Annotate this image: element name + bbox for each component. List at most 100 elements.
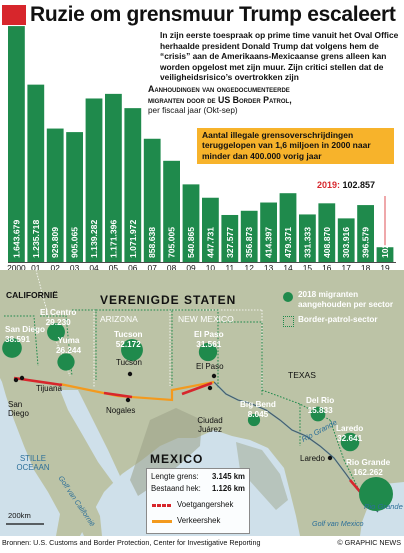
map-label-gulf-mexico: Golf van Mexico <box>312 519 364 528</box>
headline: Ruzie om grensmuur Trump escaleert <box>30 3 396 26</box>
sector-name: Tucson <box>114 330 143 339</box>
x-tick-label: 01 <box>31 263 41 272</box>
bar-05 <box>105 93 122 263</box>
map-label-pacific: STILLE OCEAAN <box>16 454 50 472</box>
map-label-new-mexico: NEW MEXICO <box>178 314 234 324</box>
x-tick-label: 09 <box>186 263 196 272</box>
chart-subtitle-line3: per fiscaal jaar (Okt-sep) <box>148 106 238 115</box>
sector-el-centro: El Centro 29.230 <box>40 308 76 327</box>
x-tick-label: 18 <box>361 263 371 272</box>
sector-tucson: Tucson 52.172 <box>114 330 143 349</box>
bar-value-label: 356.873 <box>244 227 254 258</box>
key-migrants: 2018 migranten aangehouden per sector <box>282 290 400 309</box>
callout: Aantal illegale grensoverschrijdingen te… <box>197 128 394 165</box>
sector-value: 162.262 <box>353 467 383 477</box>
legend-length-value: 3.145 km <box>212 472 245 481</box>
sector-value: 52.172 <box>115 339 141 349</box>
bar-19 <box>376 247 394 262</box>
bar-value-label: 540.865 <box>186 227 196 258</box>
vehicle-fence-swatch <box>152 520 172 523</box>
x-tick-label: 04 <box>89 263 99 272</box>
x-tick-label: 08 <box>167 263 177 272</box>
city-dot-el-paso <box>211 373 217 379</box>
city-dot-nogales <box>125 397 131 403</box>
vehicle-fence <box>59 380 215 402</box>
sector-el-paso: El Paso 31.561 <box>194 330 224 349</box>
bar-value-label: 905.065 <box>70 227 80 258</box>
x-tick-label: 13 <box>264 263 274 272</box>
sector-circle-laredo <box>340 432 360 452</box>
bar-value-label: 331.333 <box>302 227 312 258</box>
source-note: Bronnen: U.S. Customs and Border Protect… <box>2 538 261 547</box>
sector-laredo: Laredo 32.641 <box>336 424 363 443</box>
city-label-tucson: Tucson <box>116 358 142 367</box>
city-dot-tijuana <box>19 375 25 381</box>
bar-08 <box>163 160 180 262</box>
map-label-rio-grande-2: Rio Grande <box>364 502 403 511</box>
map-land <box>0 270 404 536</box>
bar-value-label: 1.071.972 <box>128 220 138 258</box>
key-sector-label: Border-patrol-sector <box>298 315 378 325</box>
sector-value: 26.244 <box>56 345 82 355</box>
bar-17 <box>337 218 355 262</box>
city-dot-laredo <box>327 455 333 461</box>
sector-name: El Centro <box>40 308 77 317</box>
bar-04 <box>85 98 103 262</box>
bar-value-label: 479.371 <box>283 227 293 258</box>
bar-value-label: 1.235.718 <box>31 220 41 258</box>
x-tick-label: 15 <box>303 263 313 272</box>
legend-fence-value: 1.126 km <box>212 484 245 493</box>
city-label-tijuana: Tijuana <box>36 384 62 393</box>
bar-value-label: 447.731 <box>205 227 215 258</box>
bar-12 <box>240 210 258 262</box>
city-dot-tucson <box>127 371 133 377</box>
key-circle-icon <box>283 292 293 302</box>
city-label-el-paso: El Paso <box>196 362 224 371</box>
x-tick-label: 06 <box>128 263 138 272</box>
bar-value-label: 396.579 <box>361 227 371 258</box>
city-label-san-diego: San Diego <box>8 400 29 418</box>
sector-circle-san-diego <box>2 338 22 358</box>
map-relief-east <box>236 442 288 510</box>
city-dots <box>13 371 333 461</box>
sector-big-bend: Big Bend 8.045 <box>240 400 276 419</box>
key-sector-icon <box>283 316 294 328</box>
key-sector: Border-patrol-sector <box>282 315 400 328</box>
bar-value-label: 705.005 <box>167 227 177 258</box>
sector-del-rio: Del Rio 15.833 <box>306 396 334 415</box>
x-tick-label: 19 <box>380 263 390 272</box>
city-label-nogales: Nogales <box>106 406 136 415</box>
sector-circle-rio-grande <box>359 477 393 511</box>
chart-subtitle-line2: migranten door de US Border Patrol, <box>148 95 292 105</box>
bar-16 <box>318 203 336 262</box>
sector-value: 38.591 <box>5 334 31 344</box>
sector-name: El Paso <box>194 330 224 339</box>
sector-value: 15.833 <box>307 405 333 415</box>
city-dot-san-diego <box>13 377 19 383</box>
legend-length-label: Lengte grens: <box>151 472 199 481</box>
sector-rio-grande: Rio Grande 162.262 <box>346 458 390 477</box>
x-tick-label: 11 <box>225 263 234 272</box>
bar-18 <box>357 205 374 262</box>
sector-value: 29.230 <box>45 317 71 327</box>
bar-03 <box>66 132 83 262</box>
bar-02 <box>46 128 64 262</box>
sector-circle-el-paso <box>198 342 218 362</box>
map-key: 2018 migranten aangehouden per sector Bo… <box>282 290 400 328</box>
bar-07 <box>143 138 161 262</box>
bar-value-label: 327.577 <box>225 227 235 258</box>
legend-fence-label: Bestaand hek: <box>151 484 201 493</box>
x-tick-label: 02 <box>51 263 61 272</box>
sector-name: Big Bend <box>240 400 276 409</box>
chart-subtitle-line1: Aanhoudingen van ongedocumenteerde <box>148 84 290 94</box>
pedestrian-fence-2 <box>103 391 133 399</box>
pedestrian-fence-3 <box>181 381 213 396</box>
headline-accent <box>2 5 26 25</box>
bar-11 <box>221 214 239 262</box>
latest-year: 2019: <box>317 180 343 190</box>
bar-value-label: 414.397 <box>264 227 274 258</box>
sector-circle-del-rio <box>310 406 326 422</box>
bar-09 <box>182 184 200 262</box>
x-tick-label: 07 <box>148 263 158 272</box>
legend-pedestrian: Voetgangershek <box>177 500 234 509</box>
